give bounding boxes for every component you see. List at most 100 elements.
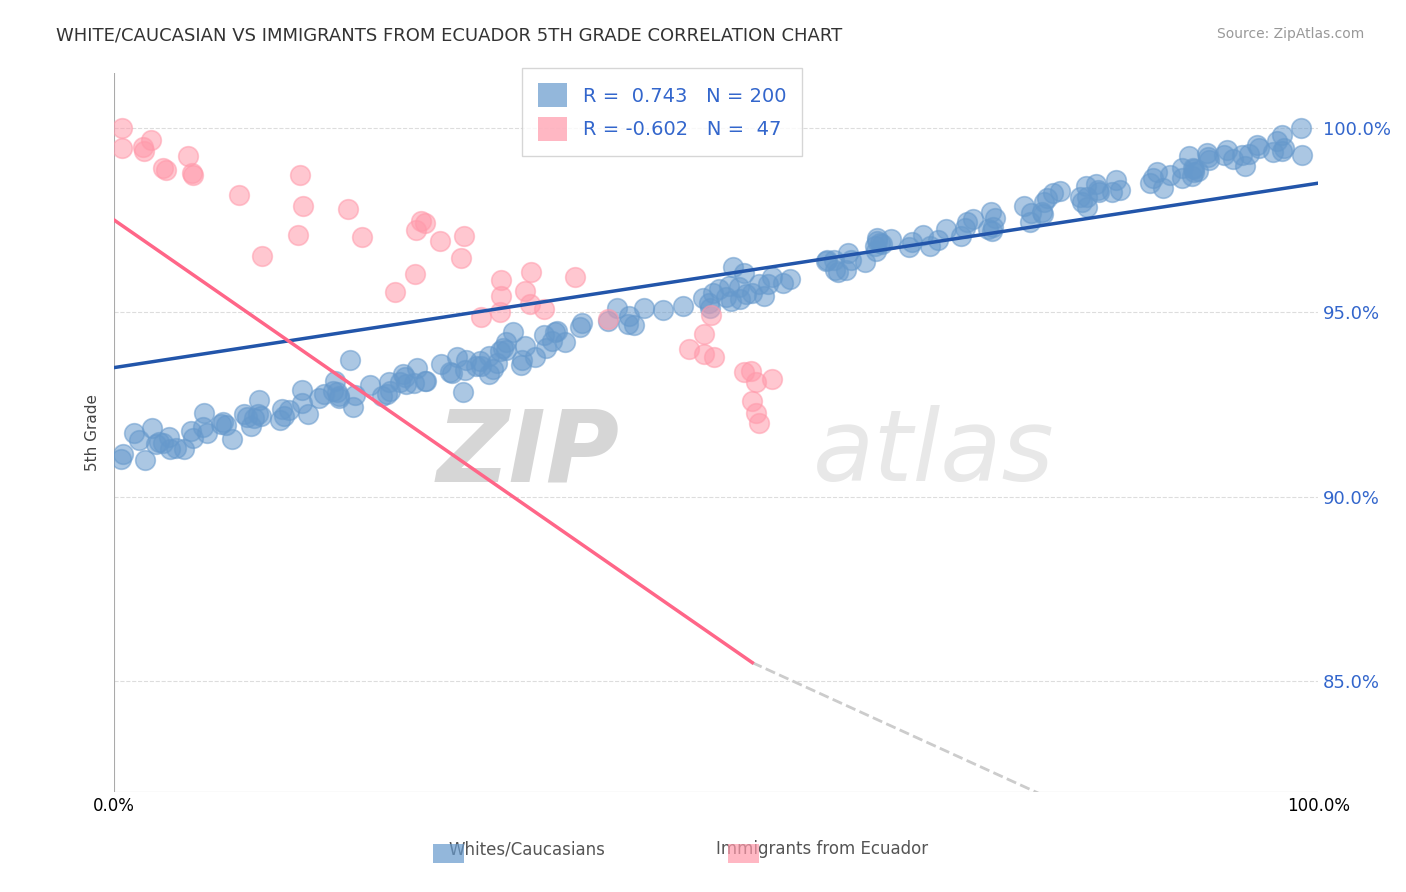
Point	[221, 432, 243, 446]
Point	[718, 279, 741, 293]
Point	[1076, 179, 1098, 194]
Point	[980, 205, 1002, 219]
Point	[1070, 194, 1092, 209]
Point	[394, 377, 416, 392]
Point	[413, 374, 436, 388]
Point	[439, 365, 461, 379]
Point	[700, 309, 723, 323]
Point	[239, 419, 262, 434]
Point	[141, 133, 163, 147]
Point	[779, 272, 801, 286]
Point	[520, 265, 543, 279]
Point	[1234, 159, 1257, 173]
Point	[489, 273, 512, 287]
Point	[1239, 147, 1261, 161]
Point	[173, 442, 195, 456]
Point	[1289, 120, 1312, 135]
Point	[394, 369, 416, 384]
Point	[478, 368, 501, 382]
Point	[1088, 186, 1111, 200]
Point	[956, 215, 979, 229]
Point	[1042, 186, 1064, 200]
Point	[486, 356, 509, 370]
Text: ZIP: ZIP	[437, 405, 620, 502]
Point	[1036, 191, 1059, 205]
Point	[337, 202, 360, 216]
Point	[1182, 165, 1205, 179]
Point	[308, 391, 330, 405]
Point	[111, 141, 134, 155]
Point	[554, 334, 576, 349]
Point	[541, 334, 564, 349]
Point	[290, 168, 312, 182]
Point	[450, 252, 472, 266]
Point	[740, 364, 762, 378]
Point	[1197, 151, 1219, 165]
Point	[489, 343, 512, 358]
Point	[697, 296, 720, 310]
Point	[1216, 143, 1239, 157]
Text: atlas: atlas	[813, 405, 1054, 502]
Point	[122, 426, 145, 441]
Point	[865, 244, 887, 258]
Point	[1213, 148, 1236, 162]
Point	[564, 270, 586, 285]
Point	[1171, 161, 1194, 175]
Point	[741, 393, 763, 408]
Point	[1139, 176, 1161, 190]
Point	[598, 314, 620, 328]
Point	[180, 424, 202, 438]
Point	[247, 407, 270, 421]
Point	[935, 221, 957, 235]
Point	[1270, 128, 1292, 142]
Point	[741, 286, 763, 301]
Point	[761, 372, 783, 386]
Point	[1076, 190, 1098, 204]
Point	[375, 387, 398, 401]
Point	[815, 253, 838, 268]
Point	[513, 284, 536, 298]
Point	[250, 409, 273, 423]
Point	[1084, 178, 1107, 192]
Point	[741, 829, 763, 843]
Point	[141, 421, 163, 435]
Point	[623, 318, 645, 333]
Point	[865, 239, 887, 253]
Point	[509, 358, 531, 372]
Point	[228, 188, 250, 202]
Point	[824, 263, 846, 277]
Point	[977, 222, 1000, 236]
Point	[730, 292, 752, 306]
Point	[247, 392, 270, 407]
Point	[1101, 186, 1123, 200]
Point	[519, 297, 541, 311]
Point	[733, 266, 755, 280]
Point	[212, 415, 235, 429]
Point	[181, 166, 204, 180]
Point	[195, 425, 218, 440]
Point	[949, 228, 972, 243]
Point	[1261, 145, 1284, 159]
Point	[1087, 183, 1109, 197]
Point	[735, 287, 758, 301]
Point	[693, 347, 716, 361]
Point	[752, 288, 775, 302]
Point	[512, 353, 534, 368]
Point	[389, 375, 412, 389]
Point	[617, 318, 640, 332]
Point	[152, 161, 174, 176]
Point	[866, 234, 889, 248]
Point	[391, 368, 413, 382]
Point	[1187, 163, 1209, 178]
Point	[870, 236, 893, 251]
Point	[411, 214, 433, 228]
Point	[181, 168, 204, 182]
Point	[672, 299, 695, 313]
Point	[233, 407, 256, 421]
Point	[370, 389, 392, 403]
Point	[1182, 162, 1205, 177]
Point	[406, 361, 429, 376]
Point	[339, 353, 361, 368]
Point	[215, 417, 238, 432]
Point	[897, 240, 920, 254]
